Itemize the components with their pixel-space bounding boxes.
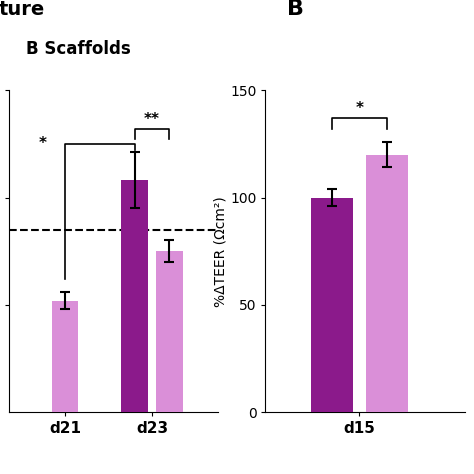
Text: **: ** bbox=[144, 111, 160, 127]
Bar bbox=[52, 301, 78, 412]
Text: ture: ture bbox=[0, 0, 46, 19]
Bar bbox=[311, 198, 353, 412]
Bar bbox=[156, 251, 182, 412]
Text: *: * bbox=[356, 101, 364, 116]
Text: B Scaffolds: B Scaffolds bbox=[26, 40, 131, 58]
Bar bbox=[121, 180, 148, 412]
Text: *: * bbox=[39, 137, 47, 151]
Bar bbox=[366, 155, 408, 412]
Text: B: B bbox=[287, 0, 304, 19]
Y-axis label: %ΔTEER (Ωcm²): %ΔTEER (Ωcm²) bbox=[213, 196, 227, 307]
